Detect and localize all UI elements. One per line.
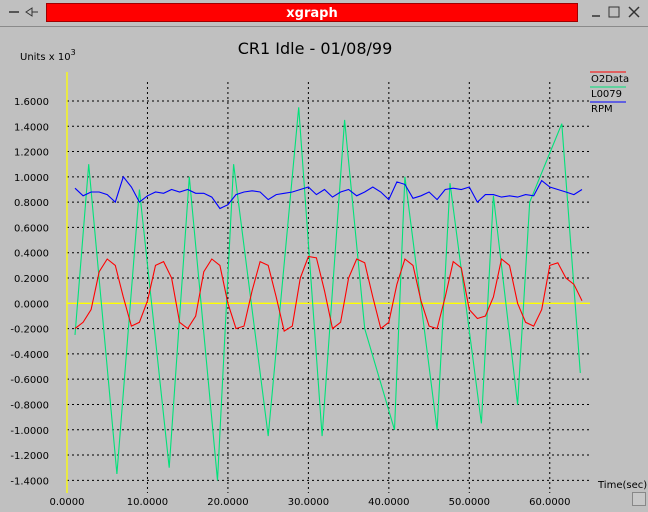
close-button[interactable] xyxy=(626,4,642,20)
x-tick-label: 60.0000 xyxy=(529,497,570,508)
plot-area[interactable]: -1.4000 -1.2000 -1.0000 -0.8000 -0.6000 -0.40… xyxy=(0,26,648,508)
window-menu-button[interactable] xyxy=(6,4,22,20)
y-tick-label: -1.4000 xyxy=(10,476,49,487)
y-tick-label: -0.2000 xyxy=(10,325,49,336)
y-tick-label: 0.0000 xyxy=(14,299,49,310)
close-icon xyxy=(628,6,640,18)
grid xyxy=(67,82,590,493)
window-title: xgraph xyxy=(46,3,578,22)
minimize-button[interactable] xyxy=(588,4,604,20)
y-tick-label: -0.6000 xyxy=(10,375,49,386)
y-tick-label: 0.4000 xyxy=(14,249,49,260)
legend: O2Data L0079 RPM xyxy=(590,71,629,115)
window-titlebar[interactable]: xgraph xyxy=(0,0,648,27)
x-tick-label: 40.0000 xyxy=(368,497,409,508)
resize-grip[interactable] xyxy=(632,492,646,506)
y-axis-label-text: Units x 10 xyxy=(20,52,71,63)
dash-icon xyxy=(9,11,19,13)
series-line-o2data xyxy=(74,255,583,332)
legend-label-o2data: O2Data xyxy=(591,74,629,85)
y-tick-label: -1.0000 xyxy=(10,426,49,437)
x-tick-label: 50.0000 xyxy=(449,497,490,508)
legend-label-l0079: L0079 xyxy=(591,89,622,100)
y-tick-label: -0.4000 xyxy=(10,350,49,361)
y-tick-label: -1.2000 xyxy=(10,451,49,462)
axes xyxy=(66,72,590,493)
legend-label-rpm: RPM xyxy=(591,104,613,115)
x-tick-label: 0.0000 xyxy=(50,497,85,508)
y-tick-label: 1.4000 xyxy=(14,122,49,133)
series-line-l0079 xyxy=(74,107,581,481)
y-tick-label: -0.8000 xyxy=(10,400,49,411)
y-axis-label: Units x 103 xyxy=(20,48,76,63)
maximize-button[interactable] xyxy=(606,4,622,20)
maximize-icon xyxy=(608,6,620,18)
y-tick-label: 0.2000 xyxy=(14,274,49,285)
x-tick-label: 30.0000 xyxy=(288,497,329,508)
y-tick-label: 1.6000 xyxy=(14,97,49,108)
series-lines xyxy=(74,107,583,481)
x-tick-label: 20.0000 xyxy=(207,497,248,508)
pin-icon xyxy=(25,7,38,17)
y-tick-label: 1.2000 xyxy=(14,148,49,159)
series-line-rpm xyxy=(74,175,583,210)
x-axis-label: Time(sec) xyxy=(597,480,647,491)
tick-labels: -1.4000 -1.2000 -1.0000 -0.8000 -0.6000 -0.40… xyxy=(10,97,570,508)
x-tick-label: 10.0000 xyxy=(127,497,168,508)
pin-button[interactable] xyxy=(24,4,40,20)
chart-svg: -1.4000 -1.2000 -1.0000 -0.8000 -0.6000 -0.40… xyxy=(10,39,647,508)
chart-title: CR1 Idle - 01/08/99 xyxy=(238,39,393,58)
y-tick-label: 0.6000 xyxy=(14,223,49,234)
y-axis-label-exponent: 3 xyxy=(71,48,76,57)
y-tick-label: 1.0000 xyxy=(14,173,49,184)
y-tick-label: 0.8000 xyxy=(14,198,49,209)
minimize-icon xyxy=(592,15,600,17)
